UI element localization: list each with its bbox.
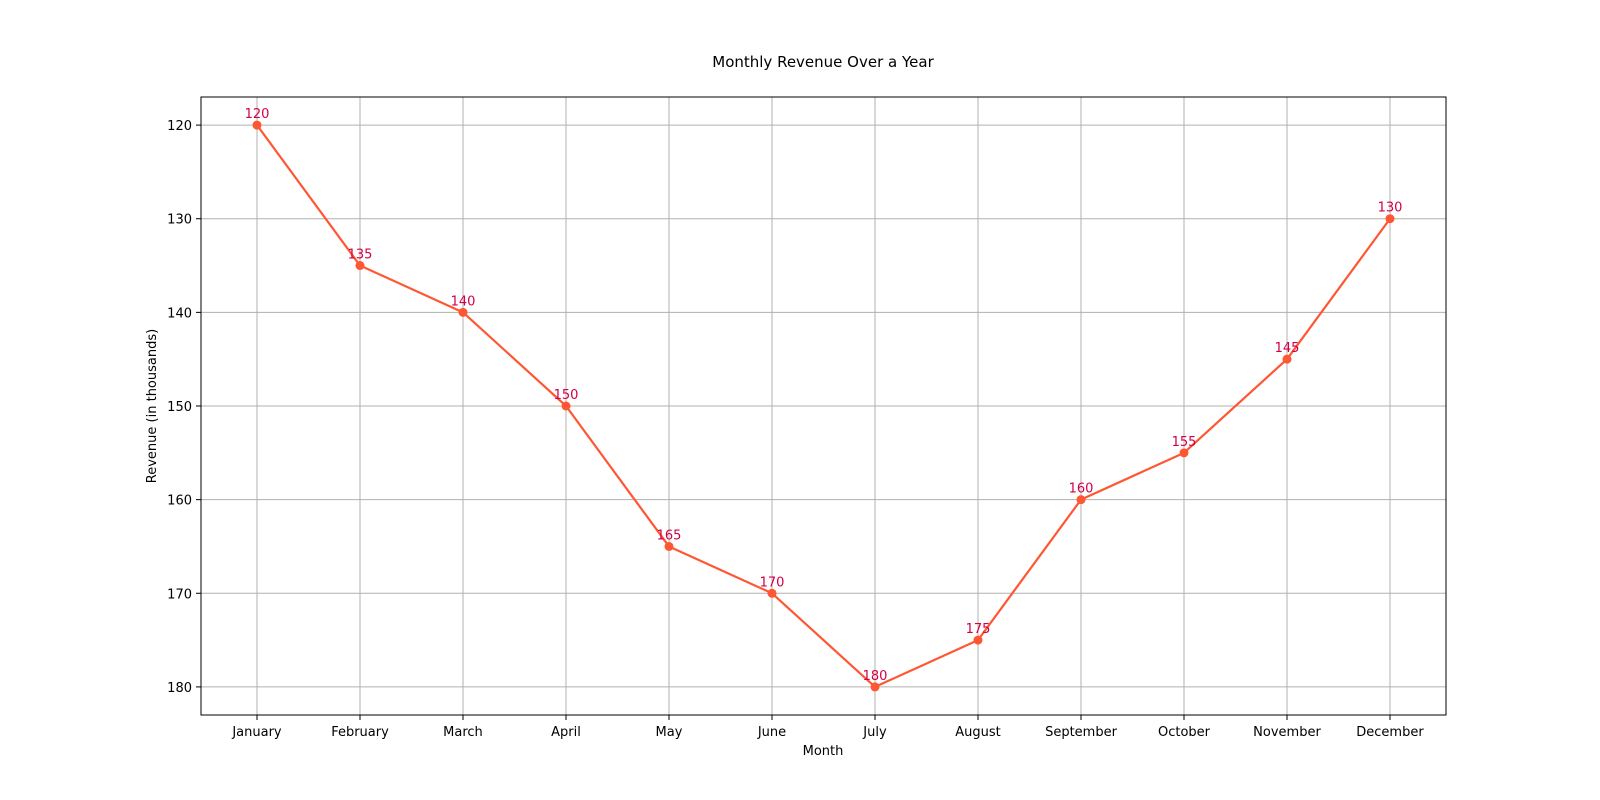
data-point [1076, 495, 1086, 505]
data-point [355, 261, 365, 271]
x-tick-label: June [757, 725, 786, 740]
data-point [458, 307, 468, 317]
series-layer: 120 135 140 150 165 170 180 175 160 155 145 130 [245, 107, 1403, 692]
data-label: 145 [1275, 341, 1300, 356]
chart-title: Monthly Revenue Over a Year [712, 53, 934, 71]
y-tick-label: 160 [167, 494, 192, 509]
data-point [1179, 448, 1189, 458]
data-point [767, 588, 777, 598]
y-tick-label: 130 [167, 213, 192, 228]
x-tick-label: August [955, 725, 1001, 740]
data-point [1385, 214, 1395, 224]
x-axis-label: Month [803, 744, 844, 759]
data-point [664, 541, 674, 551]
data-point [870, 682, 880, 692]
data-label: 170 [760, 575, 785, 590]
data-label: 150 [554, 388, 579, 403]
x-tick-label: October [1158, 725, 1211, 740]
data-point [973, 635, 983, 645]
data-point [561, 401, 571, 411]
y-tick-label: 170 [167, 587, 192, 602]
data-label: 160 [1069, 482, 1094, 497]
data-label: 165 [657, 528, 682, 543]
y-tick-label: 120 [167, 119, 192, 134]
data-point [252, 120, 262, 130]
data-label: 130 [1378, 201, 1403, 216]
x-tick-label: January [231, 725, 282, 740]
y-tick-label: 180 [167, 681, 192, 696]
data-label: 135 [348, 248, 373, 263]
data-point [1282, 354, 1292, 364]
data-label: 180 [863, 669, 888, 684]
grid-layer [201, 97, 1446, 715]
x-tick-label: March [443, 725, 483, 740]
x-tick-label: February [331, 725, 389, 740]
x-tick-label: December [1356, 725, 1424, 740]
x-tick-label: November [1253, 725, 1321, 740]
tick-layer: January February March April May June July Augu… [167, 119, 1424, 740]
y-axis-label: Revenue (in thousands) [145, 329, 160, 483]
data-label: 155 [1172, 435, 1197, 450]
x-tick-label: April [551, 725, 581, 740]
x-tick-label: September [1045, 725, 1118, 740]
y-tick-label: 140 [167, 306, 192, 321]
data-label: 140 [451, 294, 476, 309]
data-label: 175 [966, 622, 991, 637]
data-label: 120 [245, 107, 270, 122]
series-line [256, 124, 1391, 689]
y-tick-label: 150 [167, 400, 192, 415]
x-tick-label: July [862, 725, 887, 740]
x-tick-label: May [656, 725, 683, 740]
